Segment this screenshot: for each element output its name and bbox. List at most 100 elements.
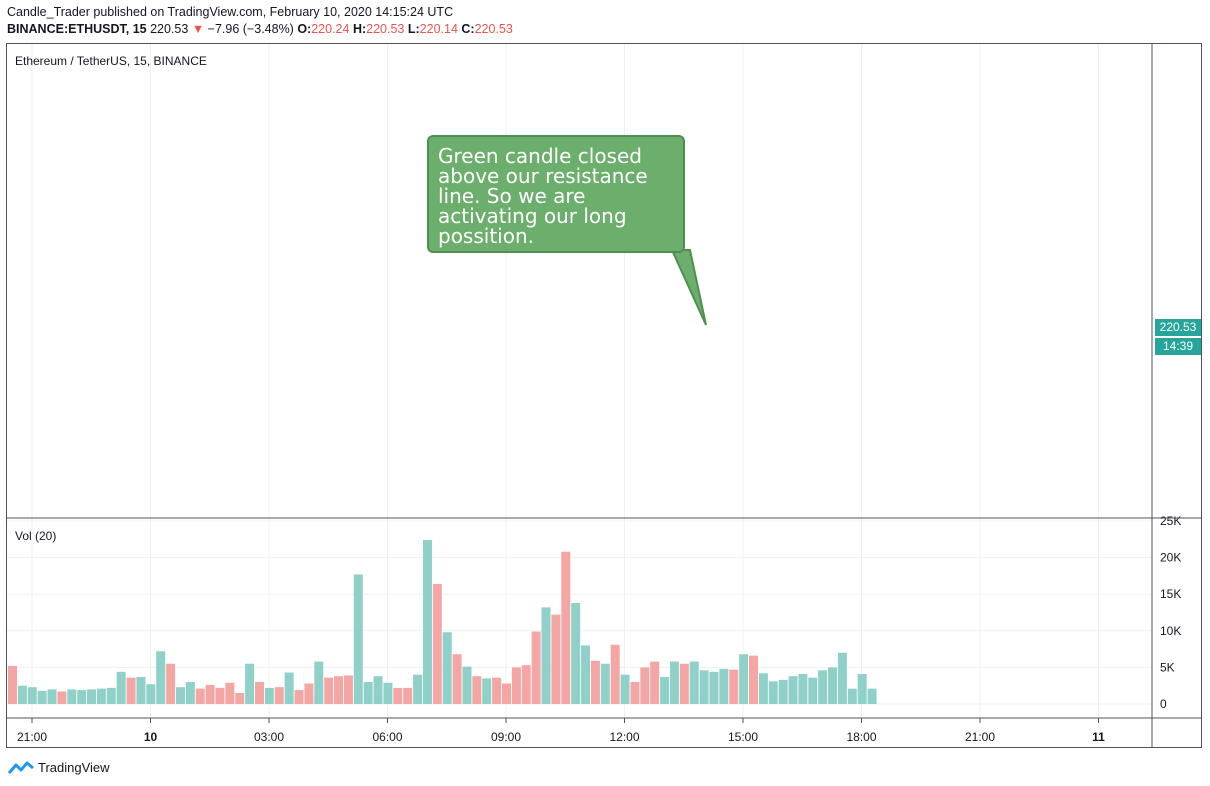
volume-tick-label: 15K	[1160, 587, 1181, 601]
volume-bar	[146, 684, 156, 704]
volume-bar	[77, 690, 87, 704]
volume-bar	[541, 607, 551, 704]
volume-bar	[175, 687, 185, 704]
open-value: 220.24	[311, 22, 350, 36]
volume-bar	[136, 676, 146, 704]
publish-line: Candle_Trader published on TradingView.c…	[7, 5, 454, 19]
volume-bar	[126, 677, 136, 704]
volume-tick-label: 20K	[1160, 551, 1181, 565]
volume-bar	[235, 693, 245, 704]
time-tick-label: 03:00	[254, 730, 284, 744]
footer-brand[interactable]: TradingView	[8, 760, 110, 775]
volume-bar	[847, 688, 857, 704]
volume-bar	[482, 678, 492, 704]
volume-bar	[27, 687, 37, 704]
volume-bar	[551, 614, 561, 704]
time-tick-label: 09:00	[491, 730, 521, 744]
volume-bar	[106, 687, 116, 704]
volume-bar	[324, 677, 334, 704]
volume-bar	[432, 583, 442, 704]
volume-bar	[383, 682, 393, 704]
volume-bar	[8, 665, 17, 704]
volume-bar	[195, 688, 205, 704]
volume-bar	[521, 665, 531, 704]
volume-bar	[669, 661, 679, 704]
volume-bar	[343, 675, 353, 704]
volume-bar	[314, 661, 324, 704]
volume-bar	[47, 689, 57, 704]
volume-bar	[116, 671, 126, 704]
volume-bar	[334, 676, 344, 704]
volume-bar	[590, 660, 600, 704]
volume-bar	[758, 673, 768, 704]
volume-bar	[857, 673, 867, 704]
volume-bar	[689, 661, 699, 704]
axes: 238.00236.00234.00232.00230.00228.00226.…	[7, 44, 1201, 748]
volume-bar	[571, 602, 581, 704]
volume-tick-label: 5K	[1160, 660, 1175, 674]
volume-bar	[205, 684, 215, 704]
volume-bar	[788, 676, 798, 704]
low-value: 220.14	[419, 22, 458, 36]
close-value: 220.53	[474, 22, 513, 36]
volume-bar	[620, 674, 630, 704]
volume-bar	[215, 687, 225, 704]
change-value: −7.96 (−3.48%)	[207, 22, 294, 36]
time-tick-label: 12:00	[609, 730, 639, 744]
volume-bar	[778, 679, 788, 704]
change-arrow-icon: ▼	[191, 22, 205, 36]
countdown-tag: 14:39	[1155, 338, 1201, 355]
volume-bar	[660, 676, 670, 704]
volume-bar	[818, 670, 828, 704]
volume-bar	[709, 671, 719, 704]
volume-tick-label: 10K	[1160, 624, 1181, 638]
volume-bar	[610, 644, 620, 704]
time-tick-label: 15:00	[728, 730, 758, 744]
last-price: 220.53	[150, 22, 189, 36]
volume-bar	[67, 689, 77, 704]
volume-bars	[8, 540, 877, 704]
volume-bar	[442, 632, 452, 704]
volume-bar	[363, 682, 373, 704]
volume-bar	[264, 687, 274, 704]
volume-bar	[462, 666, 472, 704]
volume-bar	[96, 688, 106, 704]
high-value: 220.53	[366, 22, 405, 36]
volume-bar	[353, 574, 363, 704]
time-tick-label: 18:00	[846, 730, 876, 744]
time-tick-label: 06:00	[372, 730, 402, 744]
volume-tick-label: 0	[1160, 697, 1167, 711]
last-price-tag: 220.53	[1155, 319, 1201, 336]
volume-bar	[650, 661, 660, 704]
volume-bar	[630, 682, 640, 704]
volume-bar	[87, 689, 97, 704]
volume-bar	[156, 651, 166, 704]
volume-bar	[284, 672, 294, 704]
volume-bar	[739, 654, 749, 704]
volume-bar	[749, 655, 758, 704]
volume-bar	[17, 685, 27, 704]
volume-bar	[57, 691, 67, 704]
volume-bar	[808, 677, 818, 704]
volume-bar	[768, 681, 778, 704]
volume-bar	[679, 663, 689, 704]
volume-bar	[867, 688, 877, 704]
volume-bar	[492, 677, 502, 704]
tradingview-logo-icon	[8, 761, 34, 774]
time-tick-label: 21:00	[965, 730, 995, 744]
annotation-note: Green candle closed above our resistance…	[427, 135, 685, 253]
volume-bar	[166, 663, 176, 704]
volume-bar	[472, 676, 482, 704]
volume-bar	[37, 690, 47, 704]
volume-bar	[304, 683, 314, 704]
volume-bar	[294, 690, 304, 704]
volume-bar	[531, 631, 541, 704]
volume-bar	[502, 683, 511, 704]
volume-bar	[225, 682, 235, 704]
volume-bar	[452, 654, 462, 704]
volume-bar	[413, 674, 423, 704]
volume-bar	[422, 540, 432, 704]
volume-bar	[393, 687, 403, 704]
volume-bar	[274, 687, 284, 704]
